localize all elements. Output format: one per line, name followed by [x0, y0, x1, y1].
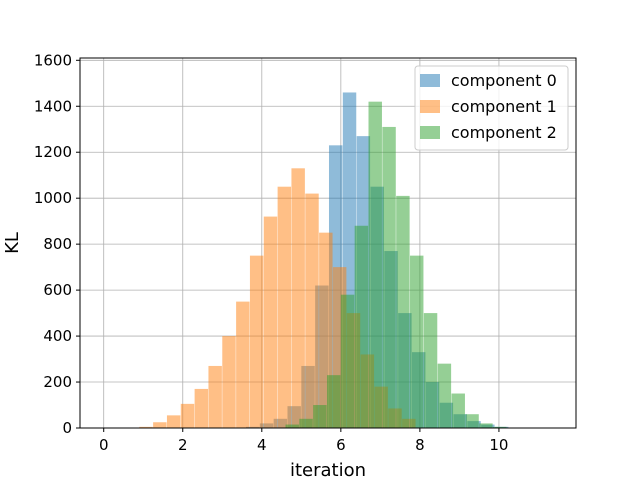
y-tick-label: 200	[43, 373, 72, 391]
histogram-bar-series-1	[180, 403, 195, 428]
histogram-bar-series-2	[465, 414, 479, 428]
plot-frame	[79, 57, 577, 429]
legend-swatch-2	[420, 126, 440, 139]
x-tick-label: 8	[415, 436, 425, 454]
histogram-bar-series-2	[410, 255, 424, 428]
legend-swatch-0	[420, 74, 440, 87]
histogram-bar-series-1	[263, 216, 278, 428]
histogram-bar-series-1	[139, 426, 153, 428]
histogram-bar-series-1	[305, 193, 319, 428]
histogram-bar-series-2	[423, 313, 438, 428]
x-tick-label: 0	[99, 436, 109, 454]
histogram-bar-series-2	[479, 423, 493, 428]
axis-ticks: 0 2 4 6 8 10 0 200 400 600 800 1000 1200 1400 1600	[34, 51, 509, 454]
y-tick-label: 1200	[34, 143, 72, 161]
legend-label-2: component 2	[451, 123, 557, 142]
x-tick-label: 6	[336, 436, 346, 454]
histogram-bar-series-2	[493, 426, 507, 428]
x-tick-label: 4	[257, 436, 267, 454]
y-tick-label: 800	[43, 235, 72, 253]
histogram-bar-series-1	[194, 388, 209, 428]
x-axis-label: iteration	[290, 460, 366, 480]
legend-label-1: component 1	[451, 97, 557, 116]
legend-frame	[414, 65, 569, 151]
y-tick-label: 400	[43, 327, 72, 345]
histogram-bar-series-2	[354, 225, 369, 428]
legend: component 0 component 1 component 2	[414, 65, 569, 151]
histogram-bar-series-2	[437, 363, 452, 428]
histogram-bar-series-1	[222, 336, 236, 428]
histogram-bar-series-1	[277, 186, 292, 428]
histogram-bar-series-2	[327, 375, 341, 428]
histogram-bar-series-2	[382, 126, 396, 429]
legend-label-0: component 0	[451, 71, 557, 90]
y-tick-label: 1600	[34, 51, 72, 69]
histogram-bar-series-2	[313, 405, 327, 428]
histogram-bar-series-1	[208, 365, 222, 428]
histogram-bar-series-2	[451, 393, 465, 428]
y-tick-label: 600	[43, 281, 72, 299]
histogram-bar-series-2	[285, 424, 299, 428]
histogram-bar-series-2	[340, 294, 355, 428]
y-tick-label: 1400	[34, 97, 72, 115]
histogram-bar-series-1	[153, 422, 167, 428]
x-tick-label: 10	[489, 436, 508, 454]
histogram-bar-series-1	[166, 415, 181, 428]
histogram-bar-series-2	[368, 101, 382, 428]
histogram-bar-series-1	[236, 301, 250, 428]
x-tick-label: 2	[178, 436, 188, 454]
legend-swatch-1	[420, 100, 440, 113]
histogram-bars	[139, 92, 523, 429]
histogram-bar-series-1	[249, 255, 264, 428]
y-tick-label: 0	[62, 419, 72, 437]
histogram-bar-series-1	[291, 168, 305, 429]
y-axis-label: KL	[2, 232, 23, 254]
histogram-bar-series-2	[396, 195, 410, 428]
histogram-bar-series-2	[299, 418, 313, 428]
y-tick-label: 1000	[34, 189, 72, 207]
